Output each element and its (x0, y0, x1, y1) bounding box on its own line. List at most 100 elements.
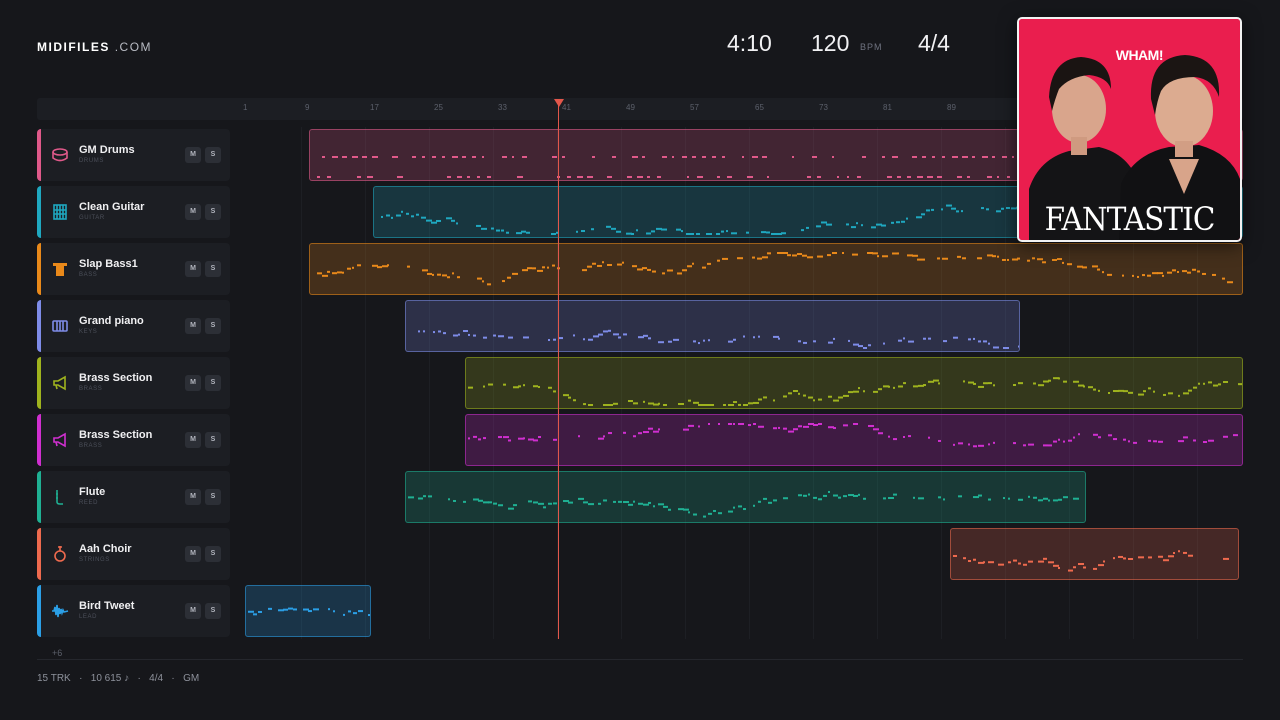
track-header[interactable]: Brass Section BRASS M S (37, 414, 230, 466)
solo-button[interactable]: S (205, 204, 221, 220)
ruler-tick: 73 (819, 103, 828, 112)
track-header[interactable]: Brass Section BRASS M S (37, 357, 230, 409)
track-header[interactable]: Flute REED M S (37, 471, 230, 523)
track-color-bar (37, 300, 41, 352)
brand-suffix: .COM (114, 40, 153, 54)
playhead-marker[interactable] (554, 99, 564, 107)
mute-button[interactable]: M (185, 261, 201, 277)
ruler-tick: 89 (947, 103, 956, 112)
midi-clip[interactable] (465, 357, 1243, 409)
solo-button[interactable]: S (205, 489, 221, 505)
midi-clip[interactable] (465, 414, 1243, 466)
bar-gridline (1133, 127, 1134, 639)
track-color-bar (37, 471, 41, 523)
ruler-tick: 1 (243, 103, 248, 112)
solo-button[interactable]: S (205, 261, 221, 277)
bar-gridline (1197, 127, 1198, 639)
clip-notes (317, 252, 1233, 286)
track-name: Aah Choir (79, 543, 132, 555)
bar-gridline (941, 127, 942, 639)
track-color-bar (37, 414, 41, 466)
track-color-bar (37, 186, 41, 238)
piano-icon (51, 317, 69, 335)
ruler-tick: 41 (562, 103, 571, 112)
bar-gridline (621, 127, 622, 639)
track-header[interactable]: Aah Choir STRINGS M S (37, 528, 230, 580)
more-tracks-count[interactable]: +6 (52, 648, 63, 658)
mute-button[interactable]: M (185, 204, 201, 220)
bpm-unit: BPM (860, 42, 883, 52)
track-category: LEAD (79, 614, 98, 620)
mute-button[interactable]: M (185, 147, 201, 163)
solo-button[interactable]: S (205, 603, 221, 619)
separator: · (137, 673, 141, 684)
separator: · (79, 673, 83, 684)
track-color-bar (37, 129, 41, 181)
track-name: Brass Section (79, 372, 153, 384)
duration-readout: 4:10 (727, 30, 772, 56)
ruler-tick: 17 (370, 103, 379, 112)
track-name: Brass Section (79, 429, 153, 441)
ruler-tick: 49 (626, 103, 635, 112)
ruler-tick: 65 (755, 103, 764, 112)
bar-gridline (1069, 127, 1070, 639)
solo-button[interactable]: S (205, 375, 221, 391)
note-count: 10 615 ♪ (90, 673, 130, 684)
drum-icon (51, 146, 69, 164)
track-color-bar (37, 528, 41, 580)
track-header[interactable]: Slap Bass1 BASS M S (37, 243, 230, 295)
track-color-bar (37, 243, 41, 295)
track-color-bar (37, 357, 41, 409)
timeline-ruler[interactable]: 1 9 17 25 33 41 49 57 65 73 81 89 (37, 98, 1243, 120)
track-header[interactable]: GM Drums DRUMS M S (37, 129, 230, 181)
track-header[interactable]: Bird Tweet LEAD M S (37, 585, 230, 637)
waveform-icon (51, 602, 69, 620)
clip-notes (317, 156, 1239, 178)
separator: · (171, 673, 175, 684)
horn-icon (51, 374, 69, 392)
bar-gridline (365, 127, 366, 639)
track-category: REED (79, 500, 99, 506)
track-category: DRUMS (79, 158, 104, 164)
mute-button[interactable]: M (185, 375, 201, 391)
midi-clip[interactable] (950, 528, 1239, 580)
brand-name: MIDIFILES (37, 40, 110, 54)
time-signature-readout: 4/4 (918, 30, 950, 56)
midi-clip[interactable] (245, 585, 371, 637)
midi-clip[interactable] (405, 471, 1086, 523)
ruler-tick: 33 (498, 103, 507, 112)
track-header[interactable]: Grand piano KEYS M S (37, 300, 230, 352)
album-cover: WHAM! FANTASTIC (1017, 17, 1242, 242)
track-color-bar (37, 585, 41, 637)
track-count: 15 TRK (37, 673, 71, 684)
midi-clip[interactable] (309, 243, 1243, 295)
bar-gridline (749, 127, 750, 639)
solo-button[interactable]: S (205, 546, 221, 562)
mute-button[interactable]: M (185, 489, 201, 505)
bar-gridline (1005, 127, 1006, 639)
mute-button[interactable]: M (185, 432, 201, 448)
mute-button[interactable]: M (185, 603, 201, 619)
midi-clip[interactable] (405, 300, 1020, 352)
track-name: Clean Guitar (79, 201, 145, 213)
bar-gridline (813, 127, 814, 639)
flute-icon (51, 488, 69, 506)
bar-gridline (301, 127, 302, 639)
choir-icon (51, 545, 69, 563)
solo-button[interactable]: S (205, 432, 221, 448)
track-header[interactable]: Clean Guitar GUITAR M S (37, 186, 230, 238)
track-name: GM Drums (79, 144, 135, 156)
brand-logo: MIDIFILES .COM (37, 40, 152, 54)
bar-gridline (493, 127, 494, 639)
mute-button[interactable]: M (185, 546, 201, 562)
mute-button[interactable]: M (185, 318, 201, 334)
track-category: STRINGS (79, 557, 110, 563)
album-artist-logo: WHAM! (1115, 47, 1164, 63)
playhead[interactable] (558, 100, 559, 639)
track-category: BRASS (79, 443, 103, 449)
midi-standard: GM (183, 673, 200, 684)
solo-button[interactable]: S (205, 318, 221, 334)
clip-notes (468, 423, 1238, 448)
track-name: Flute (79, 486, 106, 498)
solo-button[interactable]: S (205, 147, 221, 163)
